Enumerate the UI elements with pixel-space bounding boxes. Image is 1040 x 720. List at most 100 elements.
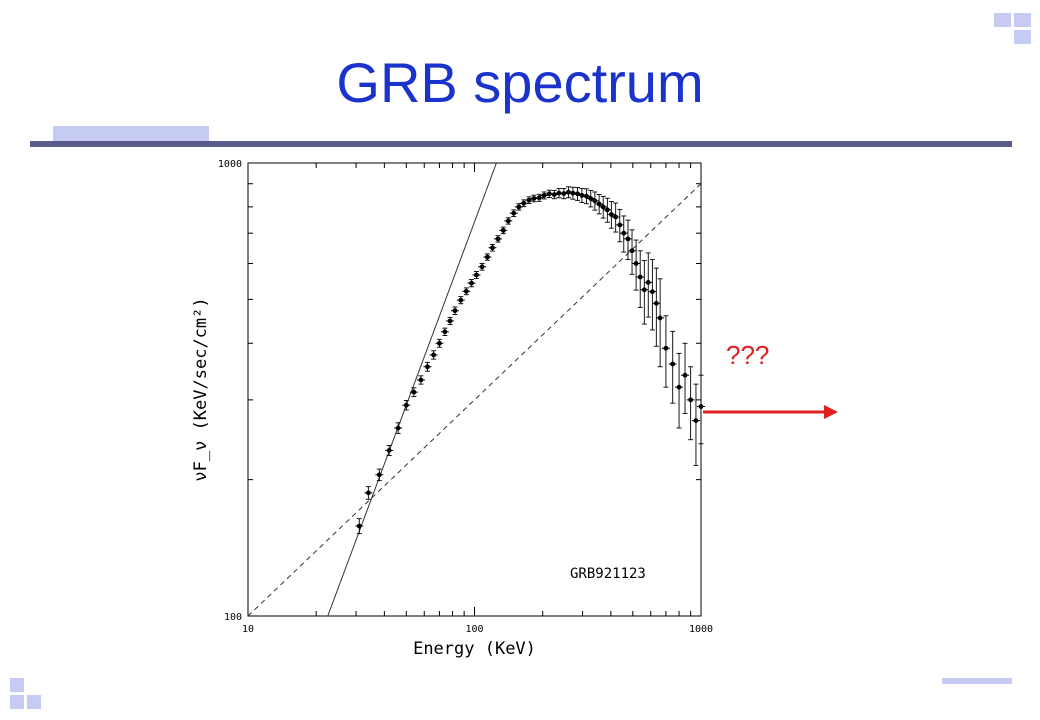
data-marker (395, 425, 401, 431)
data-marker (676, 384, 682, 390)
data-marker (474, 272, 479, 278)
slide-title: GRB spectrum (0, 55, 1040, 111)
x-tick-label: 10 (242, 624, 254, 635)
data-marker (645, 280, 651, 285)
data-point (681, 342, 690, 414)
data-marker (592, 198, 598, 204)
data-point (582, 188, 591, 205)
data-marker (452, 308, 458, 314)
data-point (385, 444, 394, 457)
arrow-head (824, 405, 838, 419)
corner-decoration-bottom-right (942, 678, 1012, 684)
data-point (394, 422, 403, 434)
data-point (668, 330, 677, 404)
data-point (586, 189, 595, 208)
reference-line-solid (327, 163, 497, 616)
data-marker (546, 191, 552, 197)
data-marker (698, 404, 704, 409)
data-point (619, 215, 628, 253)
data-point (478, 263, 487, 271)
data-marker (670, 361, 676, 367)
data-point (648, 259, 657, 331)
data-point (568, 186, 577, 200)
y-axis-label: νF_ν (KeV/sec/cm²) (191, 297, 211, 481)
data-marker (682, 372, 688, 378)
annotation-text: ??? (726, 340, 770, 370)
data-marker (633, 261, 639, 266)
data-point (524, 196, 533, 204)
grb-id-label: GRB921123 (570, 566, 646, 582)
x-tick-label: 100 (465, 624, 483, 635)
data-marker (531, 196, 537, 201)
data-point (519, 199, 528, 208)
data-point (416, 375, 425, 385)
data-point (483, 253, 492, 261)
data-marker (617, 222, 623, 228)
data-point (423, 361, 432, 372)
data-point (462, 287, 471, 296)
reference-line-dashed (248, 183, 701, 616)
data-point (686, 366, 695, 441)
data-point (375, 468, 384, 482)
data-point (697, 374, 705, 445)
data-marker (442, 329, 448, 335)
data-marker (469, 280, 474, 286)
data-marker (566, 189, 571, 195)
data-marker (447, 318, 453, 324)
data-point (545, 189, 554, 198)
data-point (446, 317, 455, 325)
y-tick-label: 100 (224, 612, 242, 623)
data-point (435, 338, 444, 348)
data-marker (600, 204, 606, 210)
plot-frame (247, 162, 702, 617)
data-marker (596, 201, 602, 207)
data-point (467, 279, 476, 288)
data-marker (637, 274, 643, 280)
data-point (529, 194, 538, 203)
data-point (691, 383, 700, 466)
data-marker (693, 418, 699, 423)
y-tick-label: 1000 (218, 159, 242, 170)
data-point (623, 219, 632, 261)
data-point (577, 188, 586, 203)
data-marker (621, 230, 627, 236)
data-marker (641, 287, 647, 293)
data-point (607, 201, 616, 229)
data-point (599, 195, 608, 219)
data-point (440, 327, 449, 337)
data-marker (625, 236, 631, 242)
data-marker (511, 210, 517, 216)
data-point (636, 250, 645, 308)
data-marker (579, 193, 585, 198)
title-rule (30, 141, 1012, 147)
data-marker (463, 288, 469, 294)
data-point (656, 278, 665, 368)
data-marker (516, 204, 522, 210)
corner-decoration-bottom-left (10, 678, 50, 712)
data-point (504, 217, 513, 225)
data-point (409, 387, 418, 398)
data-marker (403, 402, 409, 408)
data-point (450, 306, 459, 315)
data-marker (653, 300, 659, 306)
data-point (661, 315, 670, 388)
data-point (456, 296, 465, 305)
data-marker (556, 190, 562, 196)
data-marker (570, 190, 576, 196)
data-point (355, 518, 364, 535)
data-point (535, 193, 544, 202)
data-marker (500, 227, 506, 233)
data-point (554, 188, 563, 199)
data-point (494, 235, 503, 243)
data-point (632, 239, 641, 291)
data-marker (479, 264, 485, 270)
axis-ticks (247, 163, 701, 617)
data-marker (688, 397, 694, 403)
annotation-arrow (703, 405, 838, 419)
data-marker (613, 214, 619, 220)
data-marker (484, 254, 490, 260)
data-marker (490, 245, 495, 251)
x-axis-label: Energy (KeV) (413, 639, 536, 659)
title-rule-accent (53, 126, 209, 142)
